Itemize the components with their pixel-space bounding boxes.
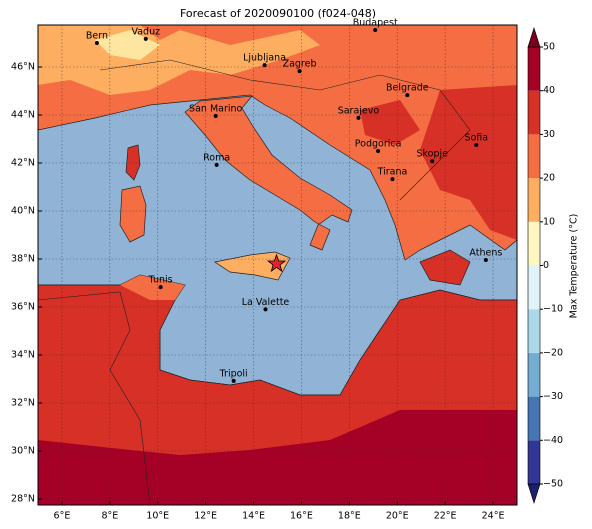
city-label: La Valette bbox=[242, 297, 290, 308]
colorbar-tick-label: 10 bbox=[543, 216, 555, 227]
x-tick-label: 14°E bbox=[242, 511, 265, 522]
city-dot bbox=[213, 113, 218, 118]
city-label: Zagreb bbox=[283, 59, 317, 70]
colorbar-label: Max Temperature (°C) bbox=[569, 214, 580, 319]
colorbar-bin bbox=[528, 352, 540, 397]
y-tick-label: 44°N bbox=[11, 110, 35, 121]
x-tick-label: 20°E bbox=[386, 511, 409, 522]
colorbar-tick-label: −30 bbox=[543, 391, 563, 402]
colorbar-bin bbox=[528, 178, 540, 222]
city-label: Tunis bbox=[148, 275, 173, 286]
colorbar-under bbox=[527, 483, 541, 504]
city-label: Belgrade bbox=[386, 83, 429, 94]
colorbar-bin bbox=[528, 309, 540, 353]
city-label: Roma bbox=[203, 152, 230, 163]
y-tick-label: 46°N bbox=[11, 62, 35, 73]
city-dot bbox=[263, 307, 268, 312]
chart-title: Forecast of 2020090100 (f024-048) bbox=[180, 7, 376, 20]
city-label: Skopje bbox=[416, 149, 448, 160]
y-tick-label: 34°N bbox=[11, 350, 35, 361]
city-label: Tirana bbox=[377, 167, 408, 178]
city-label: Sofia bbox=[464, 133, 488, 144]
colorbar-bin bbox=[528, 396, 540, 441]
city-dot bbox=[214, 162, 219, 167]
city-label: Vaduz bbox=[131, 26, 160, 37]
colorbar-tick-label: −50 bbox=[543, 479, 563, 490]
city-dot bbox=[430, 159, 435, 164]
city-dot bbox=[356, 115, 361, 120]
colorbar-bin bbox=[528, 265, 540, 310]
city-dot bbox=[94, 41, 99, 45]
city-label: Athens bbox=[469, 247, 502, 258]
city-dot bbox=[405, 93, 410, 98]
city-dot bbox=[390, 177, 395, 182]
city-label: Ljubljana bbox=[243, 53, 286, 64]
city-label: Sarajevo bbox=[338, 105, 380, 116]
colorbar-tick-label: 20 bbox=[543, 173, 555, 184]
y-tick-label: 42°N bbox=[11, 158, 35, 169]
colorbar-over bbox=[527, 27, 541, 48]
y-tick-label: 30°N bbox=[11, 446, 35, 457]
colorbar-bin bbox=[528, 440, 540, 484]
y-tick-label: 28°N bbox=[11, 494, 35, 505]
colorbar-tick-label: −40 bbox=[543, 435, 563, 446]
star-marker bbox=[266, 253, 287, 273]
city-label: Podgorica bbox=[355, 139, 402, 150]
x-tick-label: 10°E bbox=[146, 511, 169, 522]
y-tick-label: 36°N bbox=[11, 302, 35, 313]
city-label: Bern bbox=[86, 31, 108, 42]
x-tick-label: 18°E bbox=[338, 511, 361, 522]
x-tick-label: 24°E bbox=[482, 511, 505, 522]
colorbar-tick-label: 0 bbox=[543, 260, 549, 271]
colorbar-bin bbox=[528, 134, 540, 179]
x-tick-label: 16°E bbox=[290, 511, 313, 522]
city-dot bbox=[373, 28, 378, 33]
city-dot bbox=[158, 285, 163, 290]
map-background bbox=[38, 25, 517, 505]
city-label: Tripoli bbox=[219, 368, 248, 379]
city-dot bbox=[231, 378, 236, 383]
colorbar-tick-label: 30 bbox=[543, 129, 555, 140]
city-dot bbox=[262, 63, 267, 68]
colorbar-tick-label: 40 bbox=[543, 85, 555, 96]
city-dot bbox=[297, 69, 302, 74]
x-tick-label: 12°E bbox=[194, 511, 217, 522]
colorbar-bin bbox=[528, 221, 540, 266]
city-label: San Marino bbox=[189, 103, 242, 114]
x-tick-label: 22°E bbox=[434, 511, 457, 522]
x-tick-label: 8°E bbox=[101, 511, 118, 522]
city-dot bbox=[483, 257, 488, 262]
y-tick-label: 38°N bbox=[11, 254, 35, 265]
city-dot bbox=[143, 36, 148, 41]
map-frame bbox=[37, 24, 518, 506]
city-dot bbox=[376, 149, 381, 153]
y-tick-label: 32°N bbox=[11, 398, 35, 409]
colorbar-tick-label: 50 bbox=[543, 42, 555, 53]
y-tick-label: 40°N bbox=[11, 206, 35, 217]
colorbar-bin bbox=[528, 90, 540, 135]
city-label: Budapest bbox=[353, 18, 398, 29]
colorbar-tick-label: −10 bbox=[543, 304, 563, 315]
city-dot bbox=[474, 143, 479, 147]
colorbar-bin bbox=[528, 47, 540, 91]
x-tick-label: 6°E bbox=[54, 511, 71, 522]
colorbar-tick-label: −20 bbox=[543, 347, 563, 358]
